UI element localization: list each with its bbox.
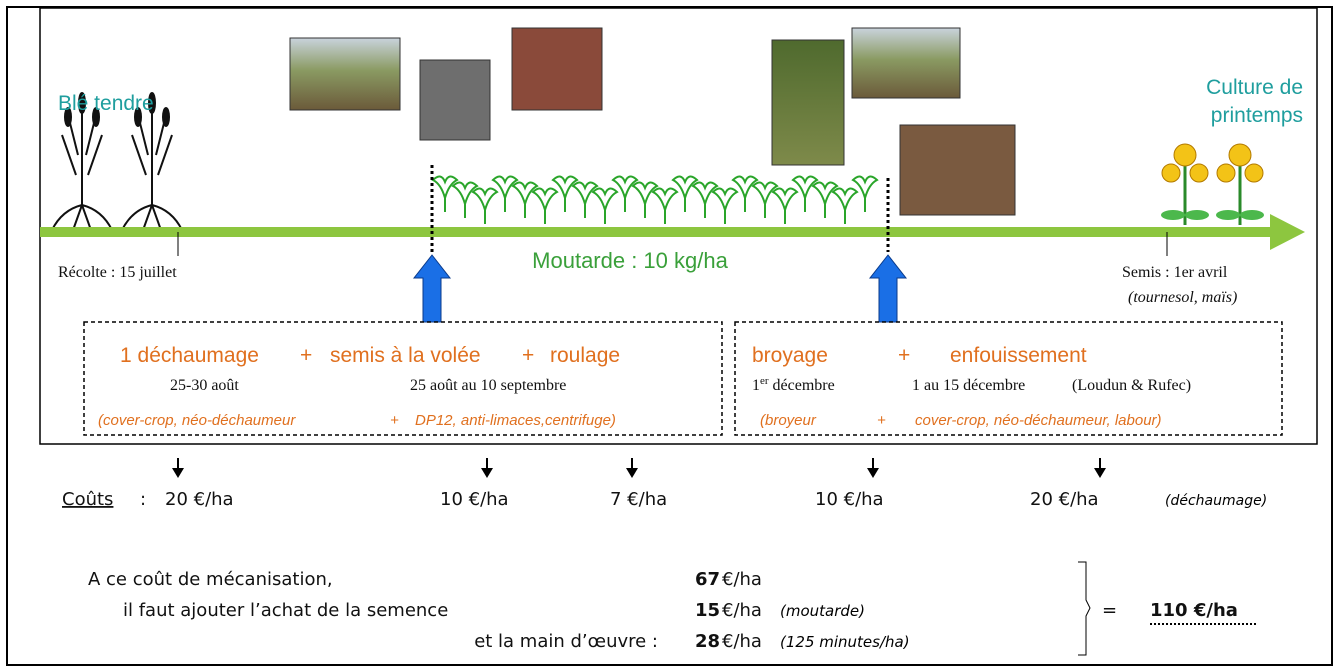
down-arrows: [172, 458, 1106, 478]
cost: 7 €/ha: [610, 489, 667, 510]
down-arrow-head: [626, 468, 638, 478]
operation: roulage: [550, 344, 620, 367]
plus: +: [390, 412, 399, 429]
separator: :: [140, 489, 146, 510]
unit: €/ha: [722, 631, 762, 652]
operation: enfouissement: [950, 344, 1087, 367]
down-arrow-head: [481, 468, 493, 478]
plus: +: [300, 344, 312, 367]
summary-text: A ce coût de mécanisation,: [88, 569, 333, 590]
amount-note: (moutarde): [780, 602, 865, 620]
operation: broyage: [752, 344, 828, 367]
tools: DP12, anti-limaces,centrifuge): [415, 412, 616, 429]
costs-label: Coûts: [62, 489, 113, 510]
tools: (broyeur: [760, 412, 817, 429]
total: 110 €/ha: [1150, 600, 1238, 621]
diagram: Blé tendre Culture de printemps Moutarde…: [0, 0, 1339, 672]
equals: =: [1102, 600, 1117, 621]
operation: semis à la volée: [330, 344, 481, 367]
cost: 20 €/ha: [1030, 489, 1099, 510]
date: 1 au 15 décembre: [912, 377, 1025, 394]
amount: 15: [695, 600, 720, 621]
end-label: Culture de: [1206, 76, 1303, 99]
tools: (cover-crop, néo-déchaumeur: [98, 412, 296, 429]
unit: €/ha: [722, 600, 762, 621]
cost: 20 €/ha: [165, 489, 234, 510]
harvest-label: Récolte : 15 juillet: [58, 264, 177, 281]
date: 25 août au 10 septembre: [410, 377, 566, 394]
date-part: décembre: [769, 377, 835, 394]
down-arrow-head: [1094, 468, 1106, 478]
amount-note: (125 minutes/ha): [780, 633, 910, 651]
end-label: printemps: [1211, 104, 1303, 127]
unit: €/ha: [722, 569, 762, 590]
amount: 28: [695, 631, 720, 652]
sowing-label: Semis : 1er avril: [1122, 264, 1228, 281]
cost: 10 €/ha: [440, 489, 509, 510]
summary-text: il faut ajouter l’achat de la semence: [123, 600, 448, 621]
sowing-note: (tournesol, maïs): [1128, 289, 1237, 306]
superscript: er: [760, 375, 769, 387]
plus: +: [898, 344, 910, 367]
plus: +: [877, 412, 886, 429]
date-part: 1: [752, 377, 760, 394]
cost: 10 €/ha: [815, 489, 884, 510]
tools: cover-crop, néo-déchaumeur, labour): [915, 412, 1162, 429]
cost-note: (déchaumage): [1165, 493, 1267, 509]
down-arrow-head: [867, 468, 879, 478]
brace: [1078, 562, 1090, 655]
amount: 67: [695, 569, 720, 590]
down-arrow-head: [172, 468, 184, 478]
date: 25-30 août: [170, 377, 239, 394]
date-note: (Loudun & Rufec): [1072, 377, 1191, 394]
plus: +: [522, 344, 534, 367]
operation: 1 déchaumage: [120, 344, 259, 367]
summary-text: et la main d’œuvre :: [474, 631, 658, 652]
mustard-label: Moutarde : 10 kg/ha: [532, 248, 728, 273]
start-label: Blé tendre: [58, 92, 154, 115]
